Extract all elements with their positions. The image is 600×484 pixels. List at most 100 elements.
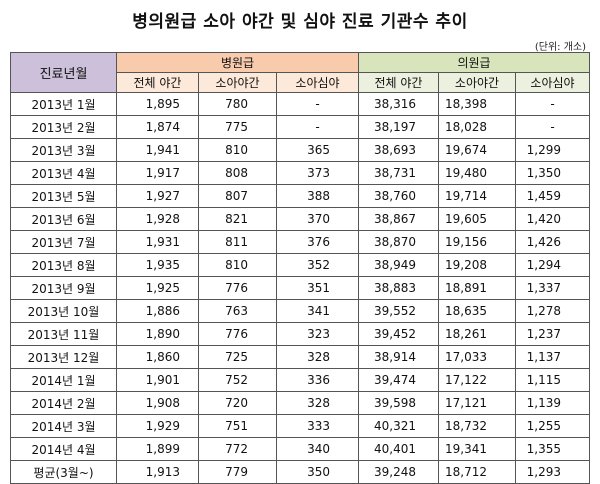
unit-note: (단위: 개소)	[534, 42, 586, 53]
cell-hospital-child-night: 807	[198, 184, 277, 208]
cell-clinic-child-late-night: 1,355	[515, 437, 590, 461]
cell-clinic-child-night: 19,714	[438, 184, 516, 208]
cell-clinic-total-night: 38,914	[358, 345, 439, 369]
cell-period: 2013년 7월	[10, 230, 117, 254]
cell-hospital-child-night: 776	[198, 276, 277, 300]
cell-clinic-child-late-night: 1,337	[515, 276, 590, 300]
cell-clinic-child-late-night: 1,350	[515, 161, 590, 185]
cell-hospital-child-late-night: -	[276, 115, 359, 139]
table-row: 2013년 1월 1,895 780-38,316 18,398-	[10, 92, 590, 116]
cell-hospital-child-night: 808	[198, 161, 277, 185]
cell-clinic-child-late-night: 1,237	[515, 322, 590, 346]
header-clinic-group: 의원급	[358, 52, 590, 73]
cell-period: 2013년 11월	[10, 322, 117, 346]
cell-period: 평균(3월~)	[10, 460, 117, 484]
cell-period: 2013년 12월	[10, 345, 117, 369]
cell-clinic-child-night: 18,712	[438, 460, 516, 484]
cell-period: 2013년 8월	[10, 253, 117, 277]
cell-period: 2013년 4월	[10, 161, 117, 185]
cell-period: 2014년 3월	[10, 414, 117, 438]
table-row: 2014년 3월 1,929 751 333 40,321 18,732 1,255	[10, 414, 590, 438]
cell-hospital-total-night: 1,935	[116, 253, 199, 277]
cell-clinic-child-late-night: 1,278	[515, 299, 590, 323]
cell-hospital-child-night: 810	[198, 138, 277, 162]
cell-clinic-total-night: 38,760	[358, 184, 439, 208]
cell-hospital-total-night: 1,860	[116, 345, 199, 369]
cell-clinic-child-late-night: 1,139	[515, 391, 590, 415]
table-row: 2014년 4월 1,899 772 340 40,401 19,341 1,355	[10, 437, 590, 461]
cell-clinic-total-night: 38,883	[358, 276, 439, 300]
cell-clinic-total-night: 38,693	[358, 138, 439, 162]
cell-period: 2014년 2월	[10, 391, 117, 415]
cell-hospital-child-night: 763	[198, 299, 277, 323]
cell-hospital-total-night: 1,913	[116, 460, 199, 484]
cell-period: 2014년 4월	[10, 437, 117, 461]
cell-hospital-child-late-night: 373	[276, 161, 359, 185]
cell-clinic-total-night: 38,197	[358, 115, 439, 139]
table-row: 2013년 6월 1,928 821 370 38,867 19,605 1,420	[10, 207, 590, 231]
cell-period: 2013년 3월	[10, 138, 117, 162]
cell-hospital-child-night: 720	[198, 391, 277, 415]
cell-hospital-total-night: 1,917	[116, 161, 199, 185]
cell-clinic-child-night: 18,732	[438, 414, 516, 438]
table-body: 2013년 1월 1,895 780-38,316 18,398-2013년 2월 1,…	[10, 92, 590, 484]
cell-clinic-child-night: 19,674	[438, 138, 516, 162]
cell-hospital-child-late-night: 388	[276, 184, 359, 208]
header-period: 진료년월	[10, 52, 117, 93]
cell-hospital-child-late-night: -	[276, 92, 359, 116]
cell-hospital-child-late-night: 336	[276, 368, 359, 392]
cell-hospital-child-late-night: 341	[276, 299, 359, 323]
header-clinic-child-night: 소아야간	[438, 72, 516, 93]
cell-hospital-total-night: 1,908	[116, 391, 199, 415]
cell-clinic-child-late-night: 1,426	[515, 230, 590, 254]
cell-hospital-total-night: 1,927	[116, 184, 199, 208]
cell-clinic-total-night: 38,870	[358, 230, 439, 254]
table-row: 2013년 7월 1,931 811 376 38,870 19,156 1,426	[10, 230, 590, 254]
cell-hospital-child-night: 772	[198, 437, 277, 461]
table-row: 평균(3월~) 1,913 779 350 39,248 18,712 1,293	[10, 460, 590, 484]
cell-hospital-total-night: 1,890	[116, 322, 199, 346]
cell-clinic-child-night: 18,635	[438, 299, 516, 323]
cell-hospital-total-night: 1,929	[116, 414, 199, 438]
cell-hospital-total-night: 1,925	[116, 276, 199, 300]
cell-hospital-child-night: 776	[198, 322, 277, 346]
table-row: 2013년 11월 1,890 776 323 39,452 18,261 1,237	[10, 322, 590, 346]
cell-hospital-total-night: 1,931	[116, 230, 199, 254]
cell-clinic-child-late-night: 1,294	[515, 253, 590, 277]
cell-period: 2013년 9월	[10, 276, 117, 300]
cell-clinic-child-night: 18,028	[438, 115, 516, 139]
cell-clinic-child-late-night: 1,293	[515, 460, 590, 484]
table-row: 2013년 5월 1,927 807 388 38,760 19,714 1,459	[10, 184, 590, 208]
cell-clinic-total-night: 38,316	[358, 92, 439, 116]
cell-hospital-child-late-night: 340	[276, 437, 359, 461]
header-hospital-group: 병원급	[116, 52, 359, 73]
cell-clinic-total-night: 39,598	[358, 391, 439, 415]
cell-clinic-total-night: 39,552	[358, 299, 439, 323]
cell-clinic-total-night: 39,452	[358, 322, 439, 346]
cell-clinic-child-night: 17,121	[438, 391, 516, 415]
cell-hospital-total-night: 1,874	[116, 115, 199, 139]
header-hospital-child-night: 소아야간	[198, 72, 277, 93]
cell-clinic-child-night: 19,605	[438, 207, 516, 231]
cell-clinic-child-late-night: 1,115	[515, 368, 590, 392]
cell-hospital-child-late-night: 323	[276, 322, 359, 346]
cell-hospital-child-night: 821	[198, 207, 277, 231]
cell-clinic-total-night: 39,474	[358, 368, 439, 392]
cell-clinic-child-night: 17,122	[438, 368, 516, 392]
cell-period: 2013년 5월	[10, 184, 117, 208]
cell-hospital-child-night: 725	[198, 345, 277, 369]
cell-hospital-child-late-night: 365	[276, 138, 359, 162]
cell-clinic-child-night: 19,156	[438, 230, 516, 254]
cell-hospital-total-night: 1,899	[116, 437, 199, 461]
cell-clinic-child-late-night: 1,137	[515, 345, 590, 369]
cell-period: 2013년 2월	[10, 115, 117, 139]
cell-hospital-total-night: 1,941	[116, 138, 199, 162]
cell-hospital-child-night: 779	[198, 460, 277, 484]
cell-clinic-child-night: 19,480	[438, 161, 516, 185]
cell-clinic-total-night: 38,949	[358, 253, 439, 277]
cell-hospital-total-night: 1,901	[116, 368, 199, 392]
cell-clinic-child-night: 18,261	[438, 322, 516, 346]
table-row: 2013년 8월 1,935 810 352 38,949 19,208 1,294	[10, 253, 590, 277]
data-table: 진료년월 병원급 의원급 전체 야간 소아야간 소아심야 전체 야간 소아야간 …	[10, 52, 590, 484]
table-row: 2013년 3월 1,941 810 365 38,693 19,674 1,299	[10, 138, 590, 162]
